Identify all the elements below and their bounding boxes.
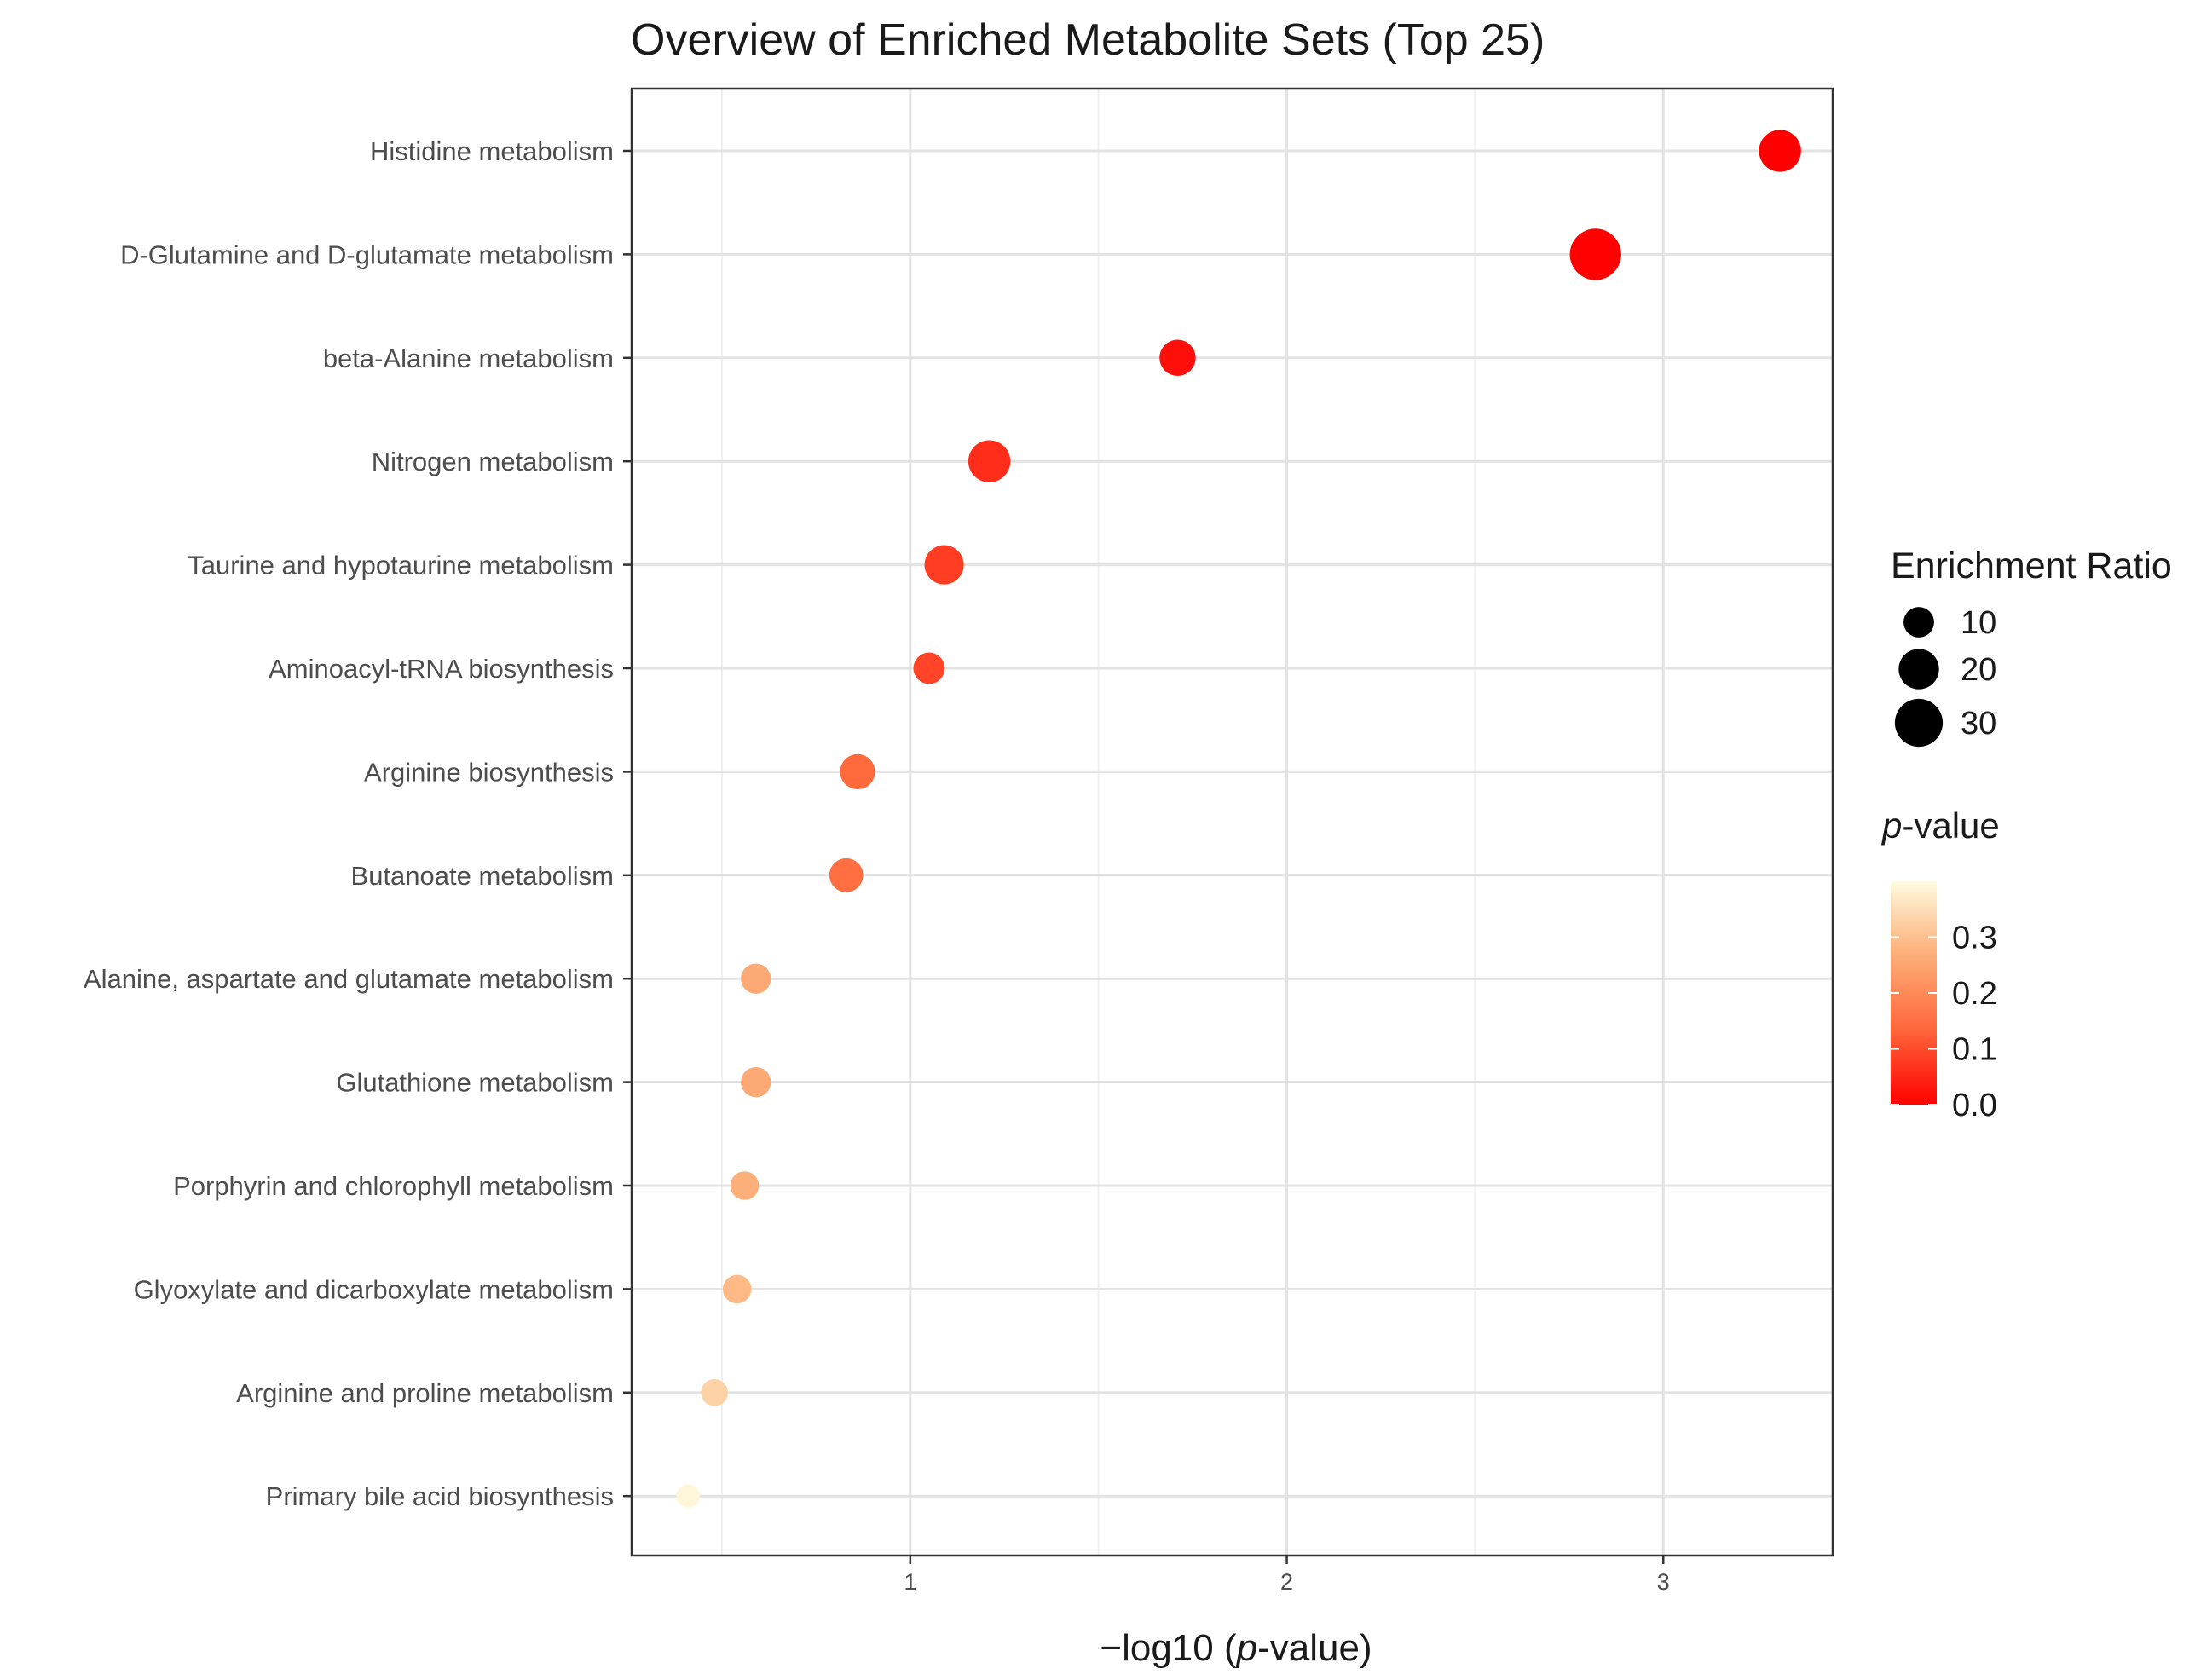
y-tick-label: Primary bile acid biosynthesis — [266, 1481, 614, 1511]
y-tick-label: D-Glutamine and D-glutamate metabolism — [120, 240, 614, 269]
chart-title: Overview of Enriched Metabolite Sets (To… — [631, 15, 1545, 65]
data-point — [722, 1274, 752, 1304]
data-point — [968, 440, 1011, 482]
pvalue-legend: p-value 0.3 0.2 0.1 0.0 — [1880, 805, 2000, 1123]
y-tick-label: Histidine metabolism — [370, 136, 614, 166]
x-axis-title-part1: −log10 ( — [1100, 1627, 1237, 1669]
y-tick-label: Nitrogen metabolism — [372, 447, 614, 476]
data-point — [840, 753, 875, 789]
y-tick-label: Aminoacyl-tRNA biosynthesis — [269, 654, 614, 684]
size-legend-label: 20 — [1961, 652, 1996, 688]
y-tick-label: Taurine and hypotaurine metabolism — [188, 551, 614, 580]
y-tick-label: Arginine biosynthesis — [364, 757, 614, 787]
data-point — [924, 545, 964, 585]
pvalue-tick-label: 0.1 — [1952, 1032, 1997, 1068]
data-point — [701, 1378, 729, 1406]
pvalue-tick-label: 0.0 — [1952, 1088, 1997, 1123]
plot-panel-border — [630, 87, 1834, 1557]
data-point — [1759, 130, 1801, 172]
size-legend-label: 30 — [1961, 706, 1996, 742]
y-tick-label: Glyoxylate and dicarboxylate metabolism — [134, 1274, 614, 1304]
x-axis-title-italic: p — [1235, 1627, 1257, 1669]
pvalue-tick-label: 0.2 — [1952, 976, 1997, 1012]
data-point — [741, 963, 771, 994]
y-tick-label: Butanoate metabolism — [351, 861, 614, 891]
x-axis-title-part3: -value) — [1257, 1627, 1372, 1669]
size-legend-title: Enrichment Ratio — [1891, 546, 2172, 586]
data-point — [1159, 339, 1196, 377]
pvalue-legend-title-italic: p — [1880, 805, 1902, 846]
pvalue-tick-label: 0.3 — [1952, 921, 1997, 956]
size-legend-dot — [1898, 649, 1939, 690]
data-point — [1569, 228, 1621, 280]
y-tick-label: Glutathione metabolism — [336, 1068, 614, 1098]
x-tick-label: 1 — [904, 1569, 916, 1595]
data-point — [913, 652, 945, 684]
y-tick-label: Porphyrin and chlorophyll metabolism — [173, 1171, 614, 1201]
pvalue-legend-title: p-value — [1880, 805, 2000, 846]
pvalue-legend-title-rest: -value — [1902, 805, 1999, 846]
y-tick-label: beta-Alanine metabolism — [323, 344, 614, 373]
size-legend: Enrichment Ratio 10 20 30 — [1891, 546, 2172, 748]
data-point — [676, 1484, 700, 1508]
data-point — [741, 1066, 771, 1098]
data-point — [829, 857, 864, 892]
x-axis-title: −log10 (p-value) — [1100, 1627, 1372, 1669]
y-tick-label: Alanine, aspartate and glutamate metabol… — [84, 964, 614, 994]
size-legend-label: 10 — [1961, 605, 1996, 641]
plot-panel — [632, 89, 1833, 1556]
size-legend-dot — [1903, 607, 1934, 638]
x-tick-label: 3 — [1657, 1569, 1670, 1595]
data-point — [730, 1171, 760, 1200]
x-tick-label: 2 — [1280, 1569, 1293, 1595]
y-tick-label: Arginine and proline metabolism — [236, 1378, 614, 1408]
size-legend-dot — [1894, 698, 1944, 748]
